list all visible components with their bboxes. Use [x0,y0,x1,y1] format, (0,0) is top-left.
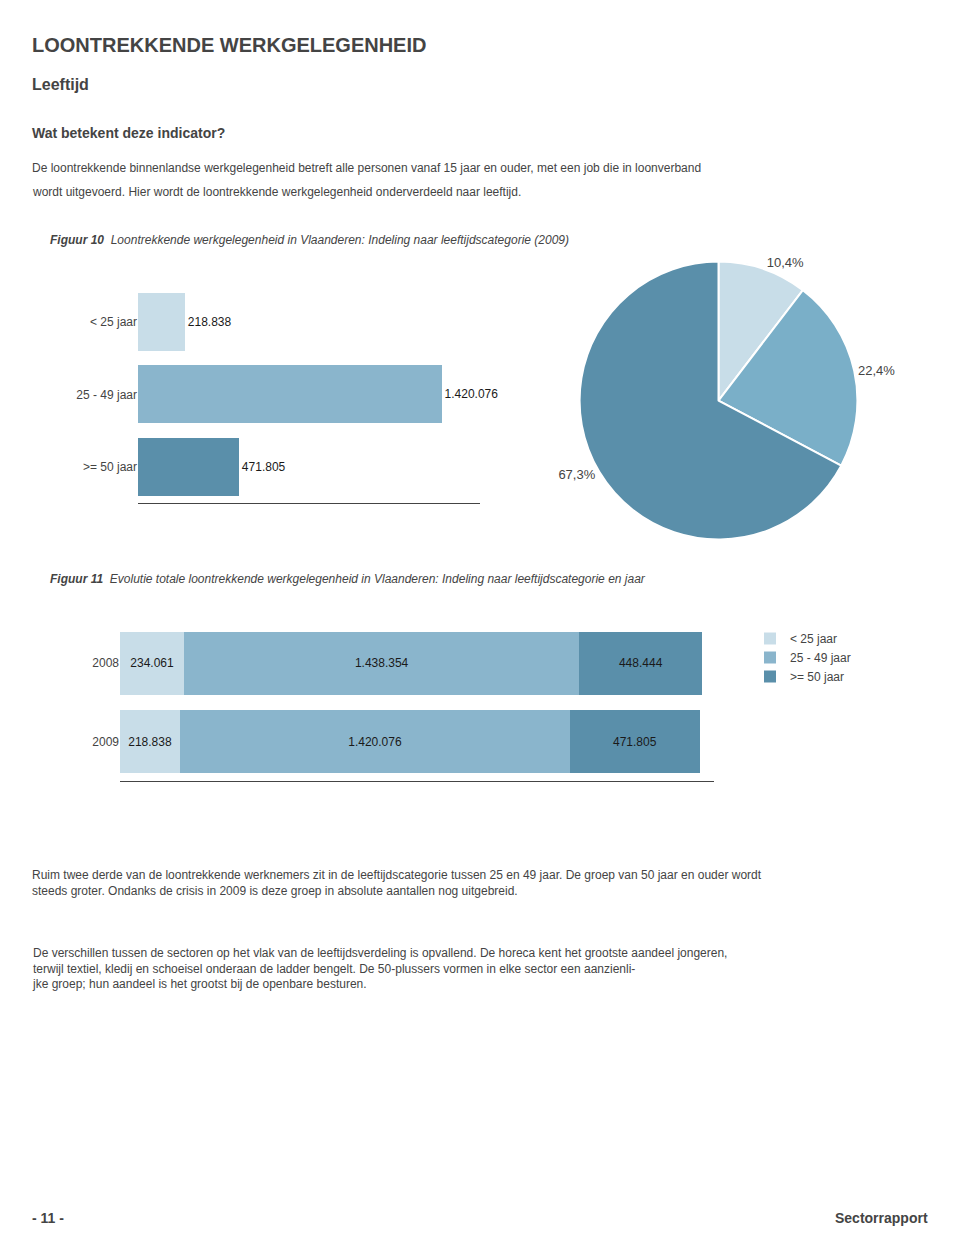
svg-text:Wat betekent deze indicator?: Wat betekent deze indicator? [32,125,225,141]
svg-text:wordt uitgevoerd. Hier wordt d: wordt uitgevoerd. Hier wordt de loontrek… [32,185,521,199]
svg-text:471.805: 471.805 [613,735,657,749]
svg-text:218.838: 218.838 [188,315,232,329]
svg-text:234.061: 234.061 [130,656,174,670]
svg-text:>= 50 jaar: >= 50 jaar [790,670,844,684]
svg-text:< 25 jaar: < 25 jaar [790,632,837,646]
svg-text:471.805: 471.805 [242,460,286,474]
svg-text:Figuur 11 Evolutie totale loo: Figuur 11 Evolutie totale loontrekkende … [50,572,646,586]
svg-text:Leeftijd: Leeftijd [32,76,89,93]
svg-text:1.420.076: 1.420.076 [348,735,402,749]
svg-text:1.420.076: 1.420.076 [445,387,499,401]
svg-text:Ruim twee derde van de loontre: Ruim twee derde van de loontrekkende wer… [32,868,762,898]
svg-text:2009: 2009 [92,735,119,749]
svg-text:< 25 jaar: < 25 jaar [90,315,137,329]
svg-text:De loontrekkende binnenlandse: De loontrekkende binnenlandse werkgelege… [32,161,701,175]
svg-text:Figuur 10 Loontrekkende werkg: Figuur 10 Loontrekkende werkgelegenheid … [50,233,569,247]
svg-text:448.444: 448.444 [619,656,663,670]
svg-text:1.438.354: 1.438.354 [355,656,409,670]
svg-text:22,4%: 22,4% [858,363,895,378]
svg-text:10,4%: 10,4% [767,255,804,270]
svg-text:- 11 -: - 11 - [32,1210,64,1226]
svg-text:218.838: 218.838 [128,735,172,749]
svg-text:De verschillen tussen de secto: De verschillen tussen de sectoren op het… [32,946,727,991]
svg-text:Sectorrapport: Sectorrapport [835,1210,928,1226]
svg-text:25 - 49 jaar: 25 - 49 jaar [790,651,851,665]
svg-text:>= 50 jaar: >= 50 jaar [83,460,137,474]
svg-text:LOONTREKKENDE WERKGELEGENHEID: LOONTREKKENDE WERKGELEGENHEID [32,34,426,56]
svg-text:2008: 2008 [92,656,119,670]
svg-text:67,3%: 67,3% [558,467,595,482]
svg-text:25 - 49 jaar: 25 - 49 jaar [76,388,137,402]
